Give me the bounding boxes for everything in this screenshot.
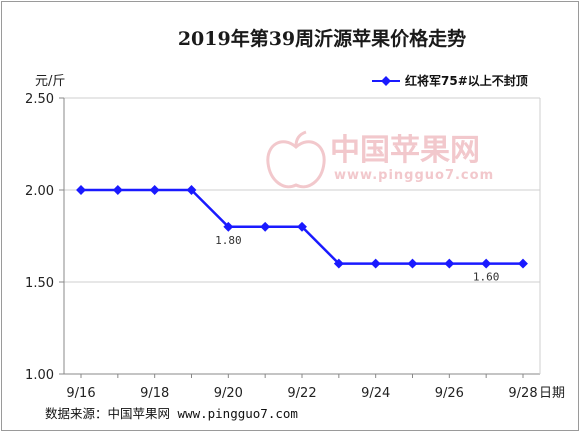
x-tick-label: 9/26 (435, 386, 464, 401)
y-tick-label: 1.50 (25, 276, 54, 291)
y-tick-labels: 1.00 1.50 2.00 2.50 (25, 92, 64, 383)
data-point (407, 258, 418, 269)
x-tick-label: 9/22 (287, 386, 316, 401)
legend-marker (381, 76, 391, 86)
x-tick-label: 9/28 (508, 386, 537, 401)
chart-title: 2019年第39周沂源苹果价格走势 (178, 27, 466, 50)
data-point (223, 221, 234, 232)
watermark-url: www.pingguo7.com (334, 168, 494, 183)
data-point (297, 221, 307, 232)
x-tick-label: 9/20 (214, 386, 243, 401)
x-axis-label: 日期 (539, 386, 565, 401)
data-point (370, 258, 381, 269)
data-label: 1.80 (215, 234, 242, 247)
source-note: 数据来源：中国苹果网 www.pingguo7.com (45, 406, 298, 421)
data-point (149, 185, 160, 195)
legend: 红将军75#以上不封顶 (372, 73, 528, 88)
apple-logo-icon (266, 130, 326, 189)
data-points (76, 185, 528, 269)
x-tick-label: 9/16 (66, 386, 95, 401)
x-tick-label: 9/18 (140, 386, 169, 401)
data-point (444, 258, 455, 269)
data-label: 1.60 (473, 271, 500, 284)
data-point (186, 185, 197, 195)
data-annotations: 1.80 1.60 (215, 234, 499, 284)
y-tick-label: 2.50 (25, 92, 54, 107)
legend-label: 红将军75#以上不封顶 (405, 73, 528, 88)
watermark-text: 中国苹果网 (330, 133, 480, 168)
data-point (481, 258, 492, 269)
x-tick-label: 9/24 (361, 386, 390, 401)
watermark: 中国苹果网 www.pingguo7.com (266, 130, 494, 189)
data-point (518, 258, 528, 269)
data-point (260, 221, 271, 232)
y-axis-unit: 元/斤 (35, 74, 65, 89)
y-tick-label: 1.00 (25, 368, 54, 383)
data-point (76, 185, 86, 195)
y-tick-label: 2.00 (25, 184, 54, 199)
x-tick-labels: 9/16 9/18 9/20 9/22 9/24 9/26 9/28 (66, 374, 538, 401)
data-point (112, 185, 123, 195)
data-point (333, 258, 344, 269)
